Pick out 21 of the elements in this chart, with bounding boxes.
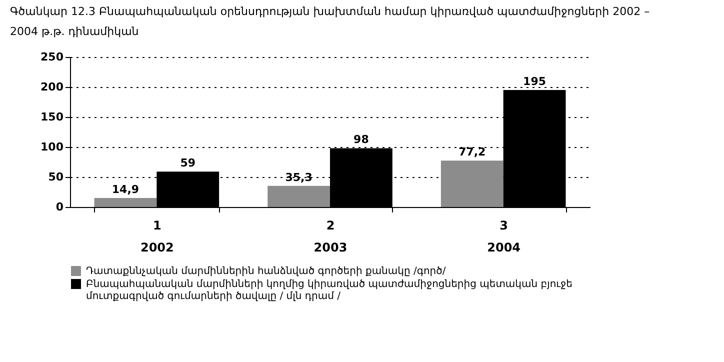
- y-tick-label: 250: [40, 50, 64, 64]
- data-label: 59: [180, 156, 196, 170]
- x-tick-label: 3 2004: [487, 218, 521, 254]
- y-tick-label: 0: [56, 200, 64, 214]
- y-tick-label: 150: [40, 110, 64, 124]
- data-label: 35,3: [285, 170, 312, 184]
- bar: [268, 186, 330, 207]
- legend-label: Դատաքննչական մարմիններին հանձնված գործերի քանակը /գործ/: [86, 266, 446, 277]
- y-tick-label: 100: [40, 140, 64, 154]
- legend-label: Բնապահպանական մարմինների կողմից կիրառված պատժամիջոցներից պետական բյուջե մուտքագրված գումարների ծավալը / մլն դրամ /: [86, 279, 572, 302]
- data-label: 14,9: [112, 183, 140, 196]
- data-label: 77,2: [458, 146, 486, 159]
- y-tick-label: 50: [48, 170, 64, 184]
- x-tick-label: 2 2003: [314, 218, 348, 254]
- data-label: 98: [354, 133, 369, 146]
- bar: [440, 160, 504, 207]
- bar: [94, 198, 157, 207]
- data-label: 195: [523, 75, 546, 88]
- y-tick-label: 200: [40, 80, 64, 94]
- chart-title: Գծանկար 12.3 Բնապահպանական օրենսդրության խախտման համար կիրառված պատժամիջոցների 2002 – 2004 թ.թ. դինամիկան: [10, 5, 650, 38]
- x-tick-label: 1 2002: [140, 218, 174, 254]
